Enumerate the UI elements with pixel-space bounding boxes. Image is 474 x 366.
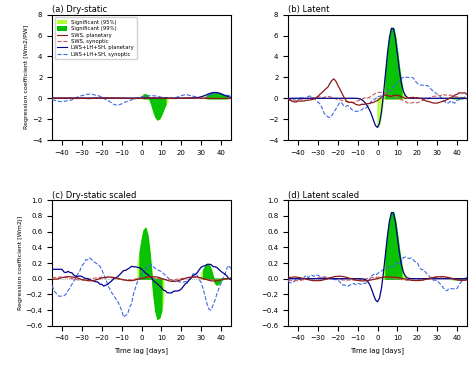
Text: (a) Dry-static: (a) Dry-static	[52, 5, 107, 14]
Y-axis label: Regression coefficient [Wm2/PW]: Regression coefficient [Wm2/PW]	[24, 25, 29, 130]
Legend: Significant (95%), Significant (99%), SWS, planetary, SWS, synoptic, LWS+LH+SH, : Significant (95%), Significant (99%), SW…	[55, 17, 137, 59]
Y-axis label: Regression coefficient [Wm2J]: Regression coefficient [Wm2J]	[18, 216, 23, 310]
X-axis label: Time lag [days]: Time lag [days]	[350, 347, 404, 354]
Text: (c) Dry-static scaled: (c) Dry-static scaled	[52, 191, 137, 199]
Text: (b) Latent: (b) Latent	[288, 5, 329, 14]
Text: (d) Latent scaled: (d) Latent scaled	[288, 191, 359, 199]
X-axis label: Time lag [days]: Time lag [days]	[115, 347, 169, 354]
